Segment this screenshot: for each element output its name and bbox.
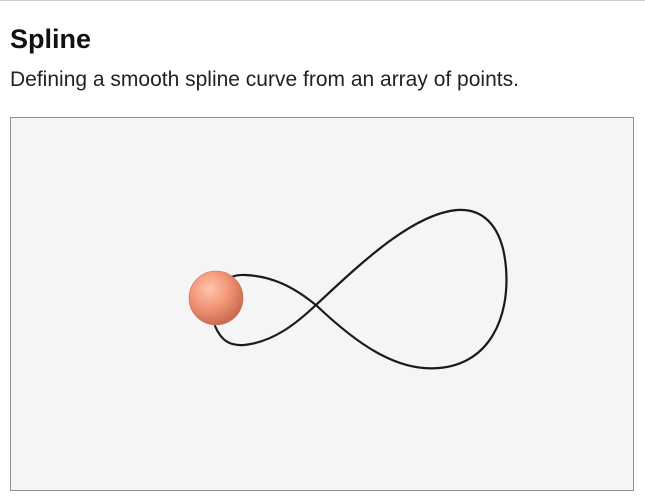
spline-curve bbox=[213, 208, 508, 370]
top-divider bbox=[0, 0, 645, 1]
page-title: Spline bbox=[10, 24, 92, 54]
page-description: Defining a smooth spline curve from an a… bbox=[10, 68, 519, 91]
scene-viewport[interactable] bbox=[10, 117, 634, 491]
moving-sphere bbox=[188, 270, 244, 326]
scene-canvas[interactable] bbox=[11, 118, 633, 490]
